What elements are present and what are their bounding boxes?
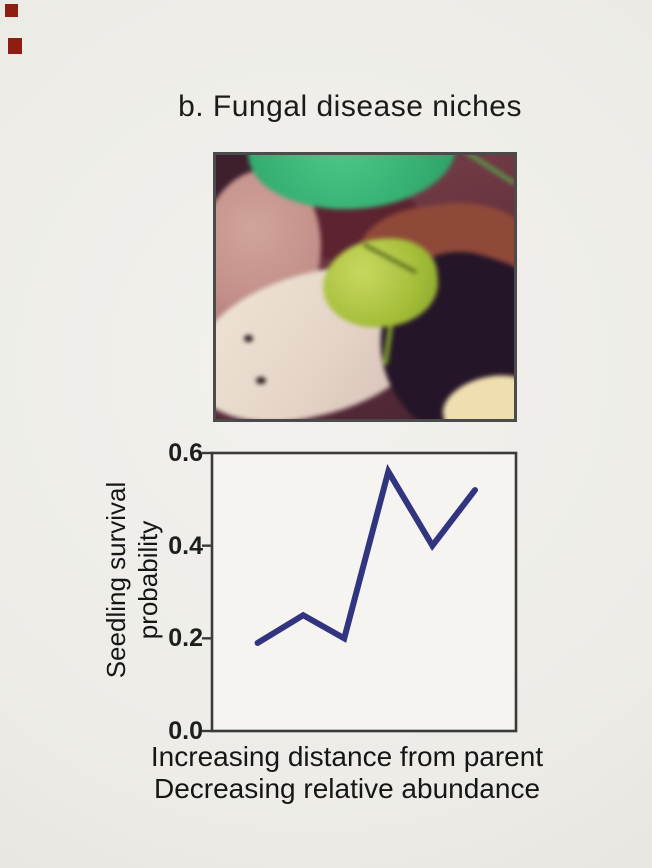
leaf-spot <box>244 335 253 342</box>
x-axis-label-line1: Increasing distance from parent <box>150 741 544 772</box>
photo-scene <box>216 155 514 419</box>
x-axis-label-line2: Decreasing relative abundance <box>153 773 541 804</box>
survival-data-line <box>254 463 478 646</box>
y-axis-label-line1: Seedling survival <box>101 481 131 679</box>
red-artifact-square-top <box>5 4 18 17</box>
y-tick-label: 0.2 <box>168 624 203 653</box>
y-axis-label: Seedling survival probability <box>100 438 164 722</box>
x-axis-label: Increasing distance from parent Decreasi… <box>0 741 652 805</box>
y-tick-label: 0.4 <box>168 531 203 560</box>
y-tick-label: 0.6 <box>168 439 203 467</box>
page-title: b. Fungal disease niches <box>178 90 522 123</box>
y-tick-label: 0.0 <box>168 717 203 745</box>
y-axis-label-line2: probability <box>133 520 163 640</box>
forest-floor-photo <box>213 152 517 422</box>
red-artifact-square-bottom <box>8 38 22 54</box>
y-tick-marks <box>202 451 212 733</box>
leaf-spot <box>256 377 266 384</box>
